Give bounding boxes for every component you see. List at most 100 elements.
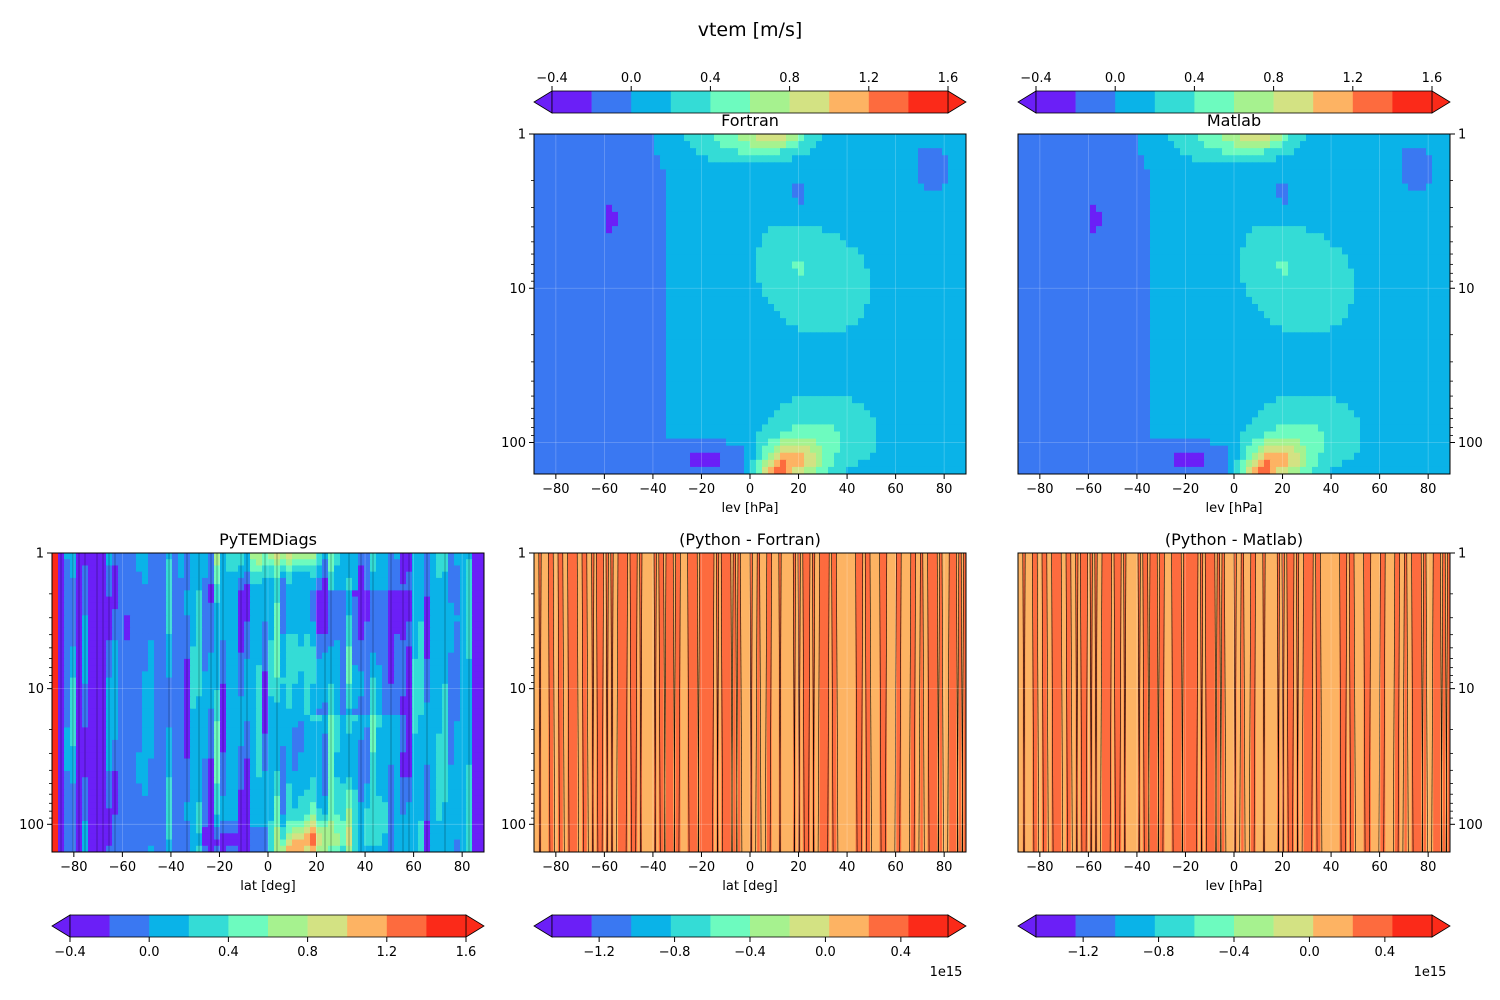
field-cell	[666, 452, 673, 461]
field-cell	[606, 261, 613, 270]
field-cell	[864, 155, 871, 163]
field-cell	[906, 304, 913, 312]
field-cell	[612, 254, 619, 263]
field-cell	[1312, 197, 1319, 206]
field-cell	[630, 282, 637, 291]
field-cell	[702, 431, 709, 440]
field-cell	[1384, 261, 1391, 270]
field-cell	[1060, 254, 1067, 263]
field-cell	[852, 226, 859, 234]
field-cell	[702, 360, 709, 369]
field-cell	[1444, 162, 1450, 171]
x-tick-label: −40	[639, 482, 666, 497]
field-cell	[1270, 197, 1277, 206]
field-cell	[858, 360, 865, 369]
field-cell	[738, 190, 745, 199]
field-cell	[1078, 183, 1085, 192]
field-cell	[1300, 226, 1307, 234]
field-cell	[534, 339, 541, 348]
field-cell	[1180, 211, 1187, 220]
field-cell	[708, 226, 715, 234]
field-cell	[846, 410, 853, 418]
field-cell	[696, 226, 703, 234]
field-cell	[588, 452, 595, 461]
field-cell	[558, 459, 565, 468]
field-cell	[846, 367, 853, 376]
field-cell	[1414, 219, 1421, 227]
field-cell	[792, 204, 799, 213]
field-cell	[690, 466, 697, 474]
field-cell	[630, 275, 637, 284]
field-cell	[750, 134, 757, 142]
field-cell	[960, 233, 966, 241]
field-cell	[690, 134, 697, 142]
field-cell	[918, 190, 925, 199]
field-cell	[642, 431, 649, 440]
field-cell	[708, 190, 715, 199]
field-cell	[732, 247, 739, 256]
field-cell	[552, 226, 559, 234]
field-cell	[1294, 211, 1301, 220]
field-cell	[1066, 261, 1073, 270]
field-cell	[762, 141, 769, 149]
field-cell	[678, 424, 685, 433]
field-cell	[666, 240, 673, 248]
field-cell	[582, 417, 589, 426]
field-cell	[762, 431, 769, 440]
field-cell	[576, 211, 583, 220]
field-cell	[1144, 204, 1151, 213]
field-cell	[1396, 254, 1403, 263]
field-cell	[810, 296, 817, 305]
field-cell	[1234, 204, 1241, 213]
field-cell	[756, 431, 763, 440]
field-cell	[1240, 204, 1247, 213]
field-cell	[1162, 275, 1169, 284]
field-cell	[876, 261, 883, 270]
field-cell	[930, 445, 937, 454]
field-cell	[588, 211, 595, 220]
field-cell	[834, 296, 841, 305]
field-cell	[1306, 254, 1313, 263]
field-cell	[876, 190, 883, 199]
field-cell	[540, 431, 547, 440]
field-cell	[1348, 197, 1355, 206]
field-cell	[816, 445, 823, 454]
field-cell	[786, 162, 793, 171]
field-cell	[546, 374, 553, 383]
field-cell	[612, 162, 619, 171]
field-cell	[864, 211, 871, 220]
field-cell	[696, 183, 703, 192]
field-cell	[1168, 176, 1175, 185]
field-cell	[1336, 183, 1343, 192]
field-cell	[1168, 254, 1175, 263]
field-cell	[660, 466, 667, 474]
field-cell	[666, 176, 673, 185]
field-cell	[576, 374, 583, 383]
field-cell	[672, 466, 679, 474]
field-cell	[648, 318, 655, 326]
field-cell	[1360, 155, 1367, 163]
field-cell	[1186, 197, 1193, 206]
field-cell	[1360, 176, 1367, 185]
field-cell	[828, 197, 835, 206]
field-cell	[858, 190, 865, 199]
field-cell	[900, 134, 907, 142]
field-cell	[870, 261, 877, 270]
field-cell	[822, 296, 829, 305]
field-cell	[786, 353, 793, 362]
field-cell	[594, 211, 601, 220]
field-cell	[852, 211, 859, 220]
field-cell	[858, 254, 865, 263]
field-cell	[804, 438, 811, 447]
field-cell	[1054, 183, 1061, 192]
field-cell	[756, 219, 763, 227]
field-cell	[738, 452, 745, 461]
field-cell	[1366, 233, 1373, 241]
field-cell	[720, 169, 727, 178]
field-cell	[1132, 204, 1139, 213]
field-cell	[564, 346, 571, 355]
field-cell	[1066, 233, 1073, 241]
field-cell	[618, 169, 625, 178]
field-cell	[558, 311, 565, 319]
field-cell	[696, 346, 703, 355]
